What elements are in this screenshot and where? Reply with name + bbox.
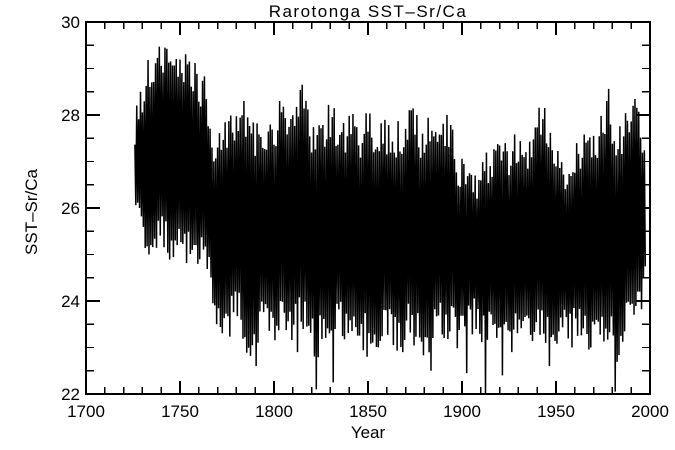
y-axis-title: SST–Sr/Ca bbox=[22, 168, 41, 255]
x-tick-label: 1800 bbox=[255, 402, 293, 421]
x-tick-label: 1700 bbox=[67, 402, 105, 421]
y-tick-label: 30 bbox=[61, 13, 80, 32]
x-tick-label: 1750 bbox=[161, 402, 199, 421]
x-tick-label: 2000 bbox=[631, 402, 669, 421]
y-tick-label: 22 bbox=[61, 385, 80, 404]
chart-title: Rarotonga SST–Sr/Ca bbox=[269, 2, 468, 21]
y-tick-label: 26 bbox=[61, 199, 80, 218]
sst-srca-series-line bbox=[134, 46, 647, 395]
y-tick-label: 24 bbox=[61, 292, 80, 311]
x-axis-title: Year bbox=[351, 423, 386, 442]
x-tick-label: 1850 bbox=[349, 402, 387, 421]
x-tick-label: 1900 bbox=[443, 402, 481, 421]
x-tick-label: 1950 bbox=[537, 402, 575, 421]
y-tick-label: 28 bbox=[61, 106, 80, 125]
plot-area: 1700 1750 1800 1850 1900 1950 2000 22 24 26 28 30 bbox=[61, 13, 669, 421]
